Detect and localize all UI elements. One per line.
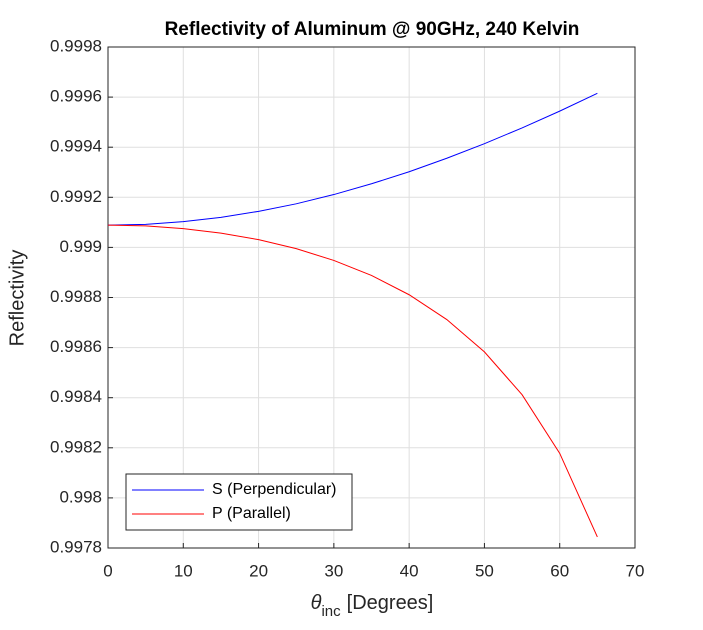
y-tick-label: 0.9994 [50,137,102,156]
y-tick-label: 0.9988 [50,287,102,306]
y-tick-label: 0.9984 [50,387,102,406]
x-tick-label: 20 [249,561,268,580]
y-tick-label: 0.999 [59,237,102,256]
y-tick-label: 0.9986 [50,337,102,356]
legend: S (Perpendicular) P (Parallel) [125,473,353,531]
chart-title: Reflectivity of Aluminum @ 90GHz, 240 Ke… [165,19,580,40]
x-tick-label: 30 [324,561,343,580]
x-tick-label: 40 [400,561,419,580]
y-tick-label: 0.9998 [50,36,102,55]
legend-label: S (Perpendicular) [212,481,337,498]
y-tick-label: 0.9982 [50,437,102,456]
x-label-symbol: θ [311,592,322,614]
legend-label: P (Parallel) [212,505,291,522]
x-tick-label: 50 [475,561,494,580]
x-label-text: [Degrees] [347,592,434,614]
y-axis-label: Reflectivity [6,250,28,347]
y-tick-label: 0.9978 [50,537,102,556]
x-tick-label: 70 [626,561,645,580]
plot-frame [107,46,636,549]
x-label-subscript: inc [321,603,341,620]
series-line [107,92,598,226]
x-tick-label: 10 [174,561,193,580]
series-line [107,224,598,538]
x-tick-label: 0 [103,561,112,580]
y-tick-label: 0.998 [59,487,102,506]
x-axis-label: θinc [Degrees] [311,592,434,620]
x-tick-label: 60 [550,561,569,580]
legend-box [125,473,353,531]
y-tick-label: 0.9996 [50,87,102,106]
y-tick-label: 0.9992 [50,187,102,206]
